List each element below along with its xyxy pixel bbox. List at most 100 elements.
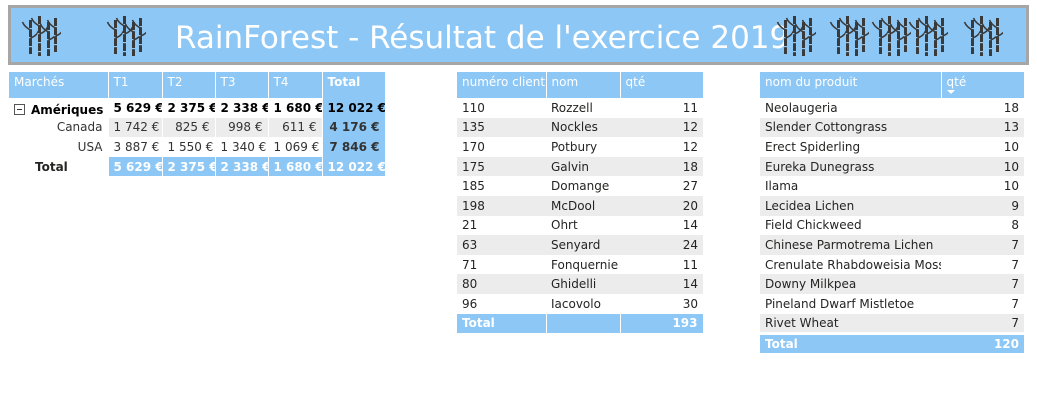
table-cell: 7 — [941, 313, 1024, 334]
report-banner: RainForest - Résultat de l'exercice 2019 — [8, 5, 1029, 65]
matrix-cell: 5 629 € — [108, 98, 163, 119]
matrix-cell: 1 340 € — [215, 137, 269, 158]
table-row: 96 Iacovolo 30 — [457, 294, 703, 314]
table-row: 80 Ghidelli 14 — [457, 274, 703, 294]
table-cell: 71 — [462, 257, 478, 272]
table-cell: 170 — [462, 139, 485, 154]
matrix-total-row: Total 5 629 €2 375 €2 338 €1 680 €12 022 … — [9, 156, 386, 177]
products-column-header[interactable]: nom du produit — [760, 72, 942, 98]
table-cell: 13 — [941, 117, 1024, 138]
products-column-header[interactable]: qté — [941, 72, 1025, 98]
table-cell: Downy Milkpea — [760, 274, 941, 294]
table-cell: 10 — [1003, 139, 1019, 154]
table-cell: Eureka Dunegrass — [760, 156, 941, 177]
table-cell: Ghidelli — [546, 274, 620, 294]
table-cell: 12 — [620, 117, 703, 138]
table-row: Field Chickweed 8 — [760, 216, 1024, 236]
table-cell: McDool — [546, 195, 620, 216]
table-row: Chinese Parmotrema Lichen 7 — [760, 235, 1024, 255]
matrix-row: Amériques 5 629 €2 375 €2 338 €1 680 €12 … — [9, 98, 386, 119]
matrix-column-header[interactable]: T2 — [162, 72, 216, 98]
clients-total-empty — [546, 313, 621, 334]
table-cell: Domange — [551, 179, 610, 194]
table-cell: Erect Spiderling — [765, 139, 861, 154]
table-cell: Lecidea Lichen — [760, 195, 941, 216]
table-cell: 185 — [462, 179, 485, 194]
matrix-cell: 2 338 € — [215, 98, 269, 119]
table-cell: 21 — [462, 218, 478, 233]
table-cell: Ilama — [765, 179, 799, 194]
matrix-cell: 1 680 € — [268, 98, 323, 119]
matrix-column-header[interactable]: T1 — [108, 72, 163, 98]
matrix-row-label-text: USA — [77, 139, 103, 154]
matrix-cell: 3 887 € — [108, 137, 163, 158]
table-cell: 7 — [941, 274, 1024, 294]
table-row: Crenulate Rhabdoweisia Moss 7 — [760, 255, 1024, 275]
table-row: Lecidea Lichen 9 — [760, 195, 1024, 216]
table-cell: 30 — [682, 296, 698, 311]
table-row: 185 Domange 27 — [457, 176, 703, 196]
matrix-row-total: 4 176 € — [322, 117, 386, 138]
table-cell: Crenulate Rhabdoweisia Moss — [765, 257, 941, 272]
clients-column-header[interactable]: numéro client — [457, 72, 547, 98]
table-cell: 11 — [682, 100, 698, 115]
table-cell: Senyard — [546, 235, 620, 255]
table-cell: Potbury — [551, 139, 598, 154]
bamboo-icon — [908, 14, 952, 58]
clients-column-header[interactable]: nom — [546, 72, 621, 98]
sort-descending-icon[interactable] — [946, 90, 955, 94]
collapse-icon[interactable] — [14, 103, 25, 115]
table-cell: 96 — [462, 296, 478, 311]
table-cell: Nockles — [546, 117, 620, 138]
table-cell: 8 — [1011, 218, 1019, 233]
matrix-cell: 825 € — [162, 117, 216, 138]
matrix-row-label: Canada — [9, 117, 109, 138]
table-cell: 198 — [457, 195, 546, 216]
products-column-header-label: qté — [946, 75, 967, 89]
table-cell: 7 — [1011, 257, 1019, 272]
matrix-column-header[interactable]: T3 — [215, 72, 269, 98]
table-row: 175 Galvin 18 — [457, 156, 703, 177]
matrix-cell: 2 375 € — [162, 98, 216, 119]
table-cell: 10 — [1003, 179, 1019, 194]
matrix-row-label-text: Canada — [56, 120, 103, 135]
table-cell: 20 — [620, 195, 703, 216]
matrix-cell: 1 550 € — [162, 137, 216, 158]
products-total-row: Total 120 — [760, 331, 1024, 353]
matrix-column-header[interactable]: T4 — [268, 72, 323, 98]
table-cell: Ohrt — [551, 218, 578, 233]
table-row: 110 Rozzell 11 — [457, 98, 703, 118]
matrix-total-cell: 2 338 € — [215, 156, 269, 177]
matrix-row-label[interactable]: Amériques — [9, 98, 109, 118]
table-cell: Neolaugeria — [765, 100, 838, 115]
products-header-row: nom du produit qté — [760, 72, 1025, 98]
table-row: 170 Potbury 12 — [457, 137, 703, 157]
clients-column-header[interactable]: qté — [620, 72, 704, 98]
matrix-total-cell: 1 680 € — [268, 156, 323, 177]
matrix-total-cell: 2 375 € — [162, 156, 216, 177]
clients-header-row: numéro client nom qté — [457, 72, 704, 98]
table-cell: Pineland Dwarf Mistletoe — [765, 296, 915, 311]
table-row: Neolaugeria 18 — [760, 98, 1024, 118]
markets-matrix: Marchés T1 T2 T3 T4 Total Amériques 5 629 €2 3… — [9, 72, 386, 177]
table-row: Downy Milkpea 7 — [760, 274, 1024, 294]
table-cell: Iacovolo — [551, 296, 601, 311]
table-cell: 7 — [1011, 296, 1019, 311]
clients-total-row: Total 193 — [457, 313, 704, 334]
table-row: Eureka Dunegrass 10 — [760, 156, 1024, 177]
matrix-total-label: Total — [9, 156, 109, 177]
matrix-total-cell: 5 629 € — [108, 156, 163, 177]
matrix-cell: 1 069 € — [268, 137, 323, 158]
matrix-column-header[interactable]: Marchés — [9, 72, 109, 98]
table-cell: Rozzell — [551, 100, 593, 115]
products-total-label: Total — [760, 331, 941, 353]
matrix-column-header[interactable]: Total — [322, 72, 386, 98]
table-cell: 9 — [941, 195, 1024, 216]
table-cell: 18 — [1003, 100, 1019, 115]
table-cell: 14 — [620, 274, 703, 294]
products-column-header-label: nom du produit — [765, 75, 858, 89]
table-row: 135 Nockles 12 — [457, 117, 703, 138]
table-row: 71 Fonquernie 11 — [457, 255, 703, 275]
products-total-value: 120 — [941, 331, 1024, 353]
table-row: 63 Senyard 24 — [457, 235, 703, 255]
